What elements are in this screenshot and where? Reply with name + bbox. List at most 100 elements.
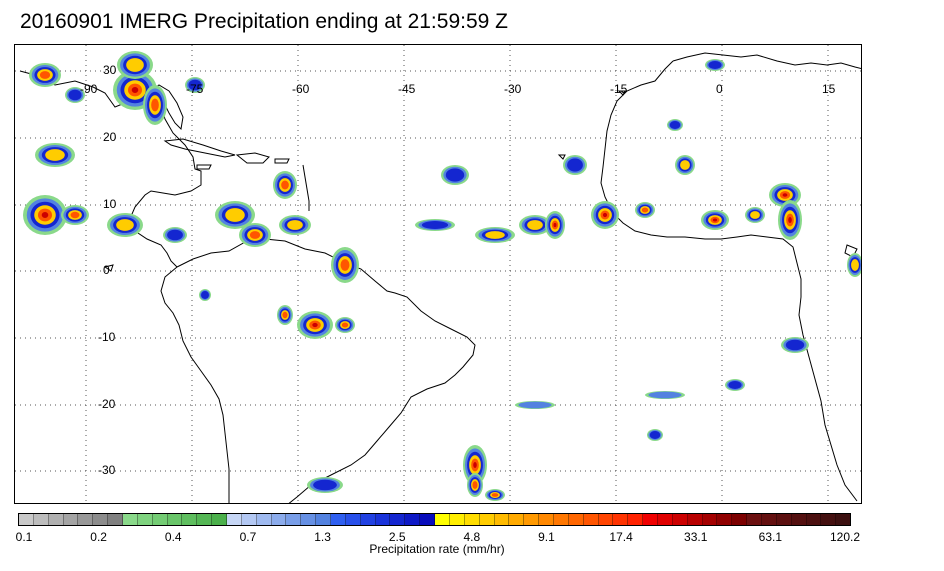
colorbar-swatch <box>167 514 183 525</box>
precipitation-cell <box>70 211 80 219</box>
colorbar-tick-label: 120.2 <box>829 530 861 544</box>
longitude-label: -90 <box>80 82 98 96</box>
precipitation-cell <box>445 168 465 182</box>
precipitation-map[interactable]: -90 -75 -60 -45 -30 -15 0 15 30 20 10 0 -10 -20 -30 <box>14 44 862 504</box>
colorbar-swatch <box>449 514 465 525</box>
precipitation-cell <box>851 259 859 271</box>
precipitation-cell <box>648 391 682 399</box>
colorbar-swatch <box>539 514 554 525</box>
colorbar-swatch <box>227 514 242 525</box>
colorbar-swatch <box>806 514 822 525</box>
coastline-lesser-antilles <box>302 164 310 211</box>
precipitation-cell <box>472 481 478 489</box>
colorbar-tick-label: 0.1 <box>15 530 33 544</box>
colorbar-swatch <box>241 514 257 525</box>
precipitation-cell <box>249 231 261 239</box>
precipitation-cell <box>602 212 608 218</box>
colorbar-swatch <box>331 514 346 525</box>
precipitation-cell <box>680 160 690 170</box>
longitude-label: 15 <box>822 82 836 96</box>
colorbar-swatch <box>672 514 688 525</box>
colorbar-swatch <box>182 514 198 525</box>
colorbar-swatch <box>836 514 851 525</box>
colorbar-swatch <box>78 514 94 525</box>
coastline-galapagos <box>103 264 114 272</box>
colorbar-swatch <box>435 514 450 525</box>
colorbar-swatch <box>405 514 421 525</box>
precipitation-cell <box>567 158 583 172</box>
colorbar-swatch <box>687 514 703 525</box>
colorbar-swatch <box>761 514 777 525</box>
colorbar-tick-label: 1.3 <box>314 530 331 544</box>
precipitation-cell <box>281 180 289 190</box>
coastline-africa-west <box>600 60 858 502</box>
colorbar-swatch <box>702 514 718 525</box>
precipitation-cell <box>313 479 337 491</box>
precipitation-cell <box>788 217 792 223</box>
precipitation-cell <box>649 431 661 439</box>
latitude-label: 0 <box>103 263 110 277</box>
precipitation-cell <box>68 89 82 101</box>
colorbar-swatch <box>316 514 332 525</box>
colorbar-swatch <box>19 514 34 525</box>
precipitation-cell <box>712 218 718 222</box>
precipitation-cell <box>312 322 318 328</box>
colorbar-swatch <box>360 514 376 525</box>
colorbar-swatch <box>256 514 272 525</box>
colorbar-swatch <box>123 514 138 525</box>
colorbar-swatch <box>657 514 673 525</box>
colorbar-swatch <box>420 514 436 525</box>
precipitation-cell <box>641 207 649 213</box>
colorbar-swatch <box>271 514 287 525</box>
colorbar-tick-label: 63.1 <box>758 530 783 544</box>
precipitation-cell <box>116 219 134 231</box>
longitude-label: -45 <box>398 82 416 96</box>
precipitation-cell <box>553 222 557 228</box>
longitude-label: -60 <box>292 82 310 96</box>
precipitation-cell <box>201 291 209 299</box>
precipitation-cell <box>785 339 805 351</box>
colorbar-tick-label: 9.1 <box>538 530 555 544</box>
colorbar-swatch <box>479 514 495 525</box>
colorbar-swatch <box>108 514 124 525</box>
colorbar-swatch <box>494 514 510 525</box>
colorbar-swatch <box>628 514 644 525</box>
longitude-label: -15 <box>610 82 628 96</box>
colorbar-swatch <box>286 514 302 525</box>
colorbar-swatch <box>524 514 540 525</box>
colorbar-swatch <box>791 514 807 525</box>
coastline-africa-north <box>672 52 861 70</box>
graticule <box>15 45 861 503</box>
colorbar-swatch <box>553 514 569 525</box>
latitude-label: -10 <box>98 330 116 344</box>
precipitation-cell <box>188 79 202 91</box>
longitude-label: 0 <box>716 82 723 96</box>
colorbar-swatch <box>33 514 49 525</box>
coastline-south-america-west <box>160 266 230 503</box>
colorbar-swatch <box>732 514 748 525</box>
colorbar-tick-label: 2.5 <box>388 530 406 544</box>
precipitation-cell <box>126 58 144 72</box>
colorbar-swatch <box>390 514 406 525</box>
colorbar-swatch <box>776 514 792 525</box>
coastline-canary-islands <box>617 90 626 96</box>
precipitation-cell <box>282 311 288 319</box>
colorbar-swatch <box>375 514 391 525</box>
latitude-label: 30 <box>103 63 117 77</box>
colorbar-swatch <box>643 514 658 525</box>
precipitation-cell <box>341 322 349 328</box>
precipitation-cell <box>750 211 760 219</box>
map-canvas <box>15 45 861 503</box>
precipitation-cell <box>669 121 681 129</box>
colorbar-swatch <box>197 514 213 525</box>
coastline-south-america <box>176 238 476 503</box>
colorbar-swatch <box>568 514 584 525</box>
colorbar-tick-label: 0.2 <box>90 530 107 544</box>
latitude-label: 10 <box>103 197 117 211</box>
colorbar-swatch <box>464 514 480 525</box>
colorbar-swatch <box>63 514 79 525</box>
precipitation-cell <box>708 61 722 69</box>
precipitation-colorbar <box>18 513 851 526</box>
colorbar-tick-label: 0.4 <box>164 530 182 544</box>
colorbar-swatch <box>301 514 317 525</box>
